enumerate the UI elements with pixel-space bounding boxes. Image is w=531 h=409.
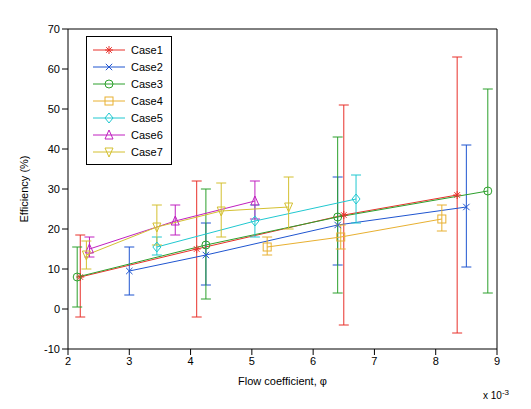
svg-text:7: 7 [371,355,377,367]
svg-text:3: 3 [126,355,132,367]
svg-text:4: 4 [188,355,194,367]
svg-text:70: 70 [48,23,60,35]
svg-text:-10: -10 [44,343,60,355]
html-text:Case2: Case2 [131,60,163,73]
html-text:Case1: Case1 [131,43,163,56]
svg-text:Efficiency (%): Efficiency (%) [18,155,30,222]
html-text:Case4: Case4 [131,94,163,107]
html-text:Case7: Case7 [131,145,163,158]
html-text:Case6: Case6 [131,128,163,141]
svg-text:6: 6 [310,355,316,367]
svg-text:0: 0 [54,303,60,315]
svg-text:9: 9 [494,355,500,367]
html-text:x 10-3: x 10-3 [483,387,509,401]
html-text:Case3: Case3 [131,77,163,90]
svg-text:50: 50 [48,103,60,115]
svg-text:40: 40 [48,143,60,155]
html-text:Case5: Case5 [131,111,163,124]
svg-text:8: 8 [433,355,439,367]
svg-text:Flow coefficient, φ: Flow coefficient, φ [238,375,327,387]
svg-text:10: 10 [48,263,60,275]
svg-text:2: 2 [65,355,71,367]
svg-text:5: 5 [249,355,255,367]
svg-text:20: 20 [48,223,60,235]
svg-text:30: 30 [48,183,60,195]
svg-text:60: 60 [48,63,60,75]
